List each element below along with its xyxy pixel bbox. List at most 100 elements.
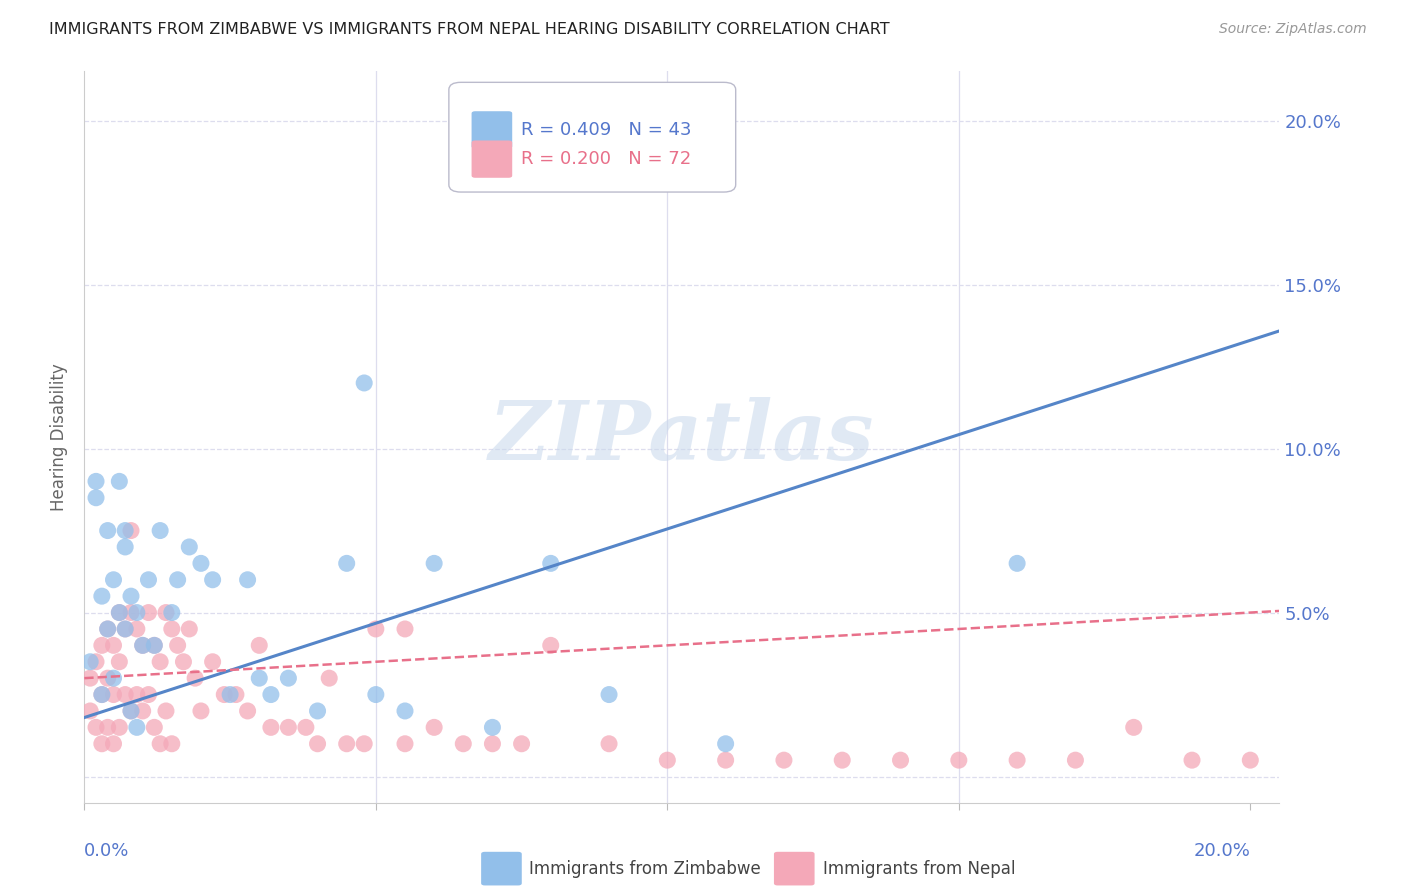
Point	[114, 622, 136, 636]
Point	[84, 491, 107, 505]
Point	[260, 688, 283, 702]
FancyBboxPatch shape	[449, 82, 735, 192]
Point	[90, 737, 112, 751]
Point	[214, 688, 236, 702]
Point	[336, 737, 359, 751]
Point	[120, 606, 142, 620]
Point	[1122, 720, 1144, 734]
Point	[143, 638, 166, 652]
Point	[260, 720, 283, 734]
Point	[179, 622, 201, 636]
Point	[90, 688, 112, 702]
FancyBboxPatch shape	[773, 852, 814, 886]
Point	[510, 737, 533, 751]
Point	[201, 573, 224, 587]
Point	[1064, 753, 1087, 767]
Point	[190, 557, 212, 571]
Point	[1005, 753, 1028, 767]
Point	[103, 688, 125, 702]
Point	[125, 688, 148, 702]
Point	[90, 688, 112, 702]
Point	[131, 704, 153, 718]
Point	[948, 753, 970, 767]
Point	[120, 704, 142, 718]
Point	[598, 737, 620, 751]
Point	[155, 606, 177, 620]
Text: 20.0%: 20.0%	[1194, 842, 1250, 860]
Point	[155, 704, 177, 718]
Point	[160, 622, 183, 636]
Text: Immigrants from Zimbabwe: Immigrants from Zimbabwe	[529, 860, 761, 878]
Point	[125, 622, 148, 636]
Point	[889, 753, 911, 767]
Point	[831, 753, 853, 767]
Point	[394, 622, 416, 636]
Text: R = 0.409   N = 43: R = 0.409 N = 43	[520, 121, 692, 139]
Point	[540, 638, 562, 652]
Point	[108, 606, 131, 620]
Text: Source: ZipAtlas.com: Source: ZipAtlas.com	[1219, 22, 1367, 37]
Point	[97, 671, 120, 685]
Point	[79, 704, 101, 718]
Point	[773, 753, 796, 767]
Point	[90, 589, 112, 603]
Point	[201, 655, 224, 669]
Point	[120, 704, 142, 718]
Point	[714, 737, 737, 751]
Point	[423, 557, 446, 571]
Point	[353, 737, 375, 751]
Point	[307, 737, 329, 751]
Point	[295, 720, 318, 734]
Point	[247, 671, 270, 685]
Point	[114, 524, 136, 538]
Point	[423, 720, 446, 734]
Point	[394, 704, 416, 718]
Point	[247, 638, 270, 652]
Point	[184, 671, 207, 685]
Point	[114, 540, 136, 554]
Point	[79, 671, 101, 685]
Point	[108, 720, 131, 734]
Point	[1005, 557, 1028, 571]
Point	[277, 671, 299, 685]
Point	[160, 737, 183, 751]
Point	[190, 704, 212, 718]
Point	[236, 573, 259, 587]
Point	[143, 720, 166, 734]
Point	[103, 671, 125, 685]
Point	[131, 638, 153, 652]
Point	[336, 557, 359, 571]
Point	[149, 655, 172, 669]
Point	[657, 753, 679, 767]
Point	[166, 573, 188, 587]
Point	[149, 737, 172, 751]
Y-axis label: Hearing Disability: Hearing Disability	[51, 363, 69, 511]
Point	[79, 655, 101, 669]
Point	[225, 688, 247, 702]
Point	[90, 638, 112, 652]
Point	[84, 655, 107, 669]
Point	[166, 638, 188, 652]
Point	[172, 655, 194, 669]
Point	[540, 557, 562, 571]
Point	[97, 622, 120, 636]
Point	[125, 720, 148, 734]
Point	[97, 524, 120, 538]
FancyBboxPatch shape	[481, 852, 522, 886]
Point	[103, 638, 125, 652]
Point	[481, 720, 503, 734]
Point	[219, 688, 242, 702]
Point	[1239, 753, 1261, 767]
Point	[84, 720, 107, 734]
Text: 0.0%: 0.0%	[84, 842, 129, 860]
Point	[364, 688, 387, 702]
Point	[103, 737, 125, 751]
Point	[714, 753, 737, 767]
Point	[97, 622, 120, 636]
Point	[149, 524, 172, 538]
Point	[120, 524, 142, 538]
Point	[353, 376, 375, 390]
Point	[453, 737, 475, 751]
Point	[598, 688, 620, 702]
Point	[143, 638, 166, 652]
